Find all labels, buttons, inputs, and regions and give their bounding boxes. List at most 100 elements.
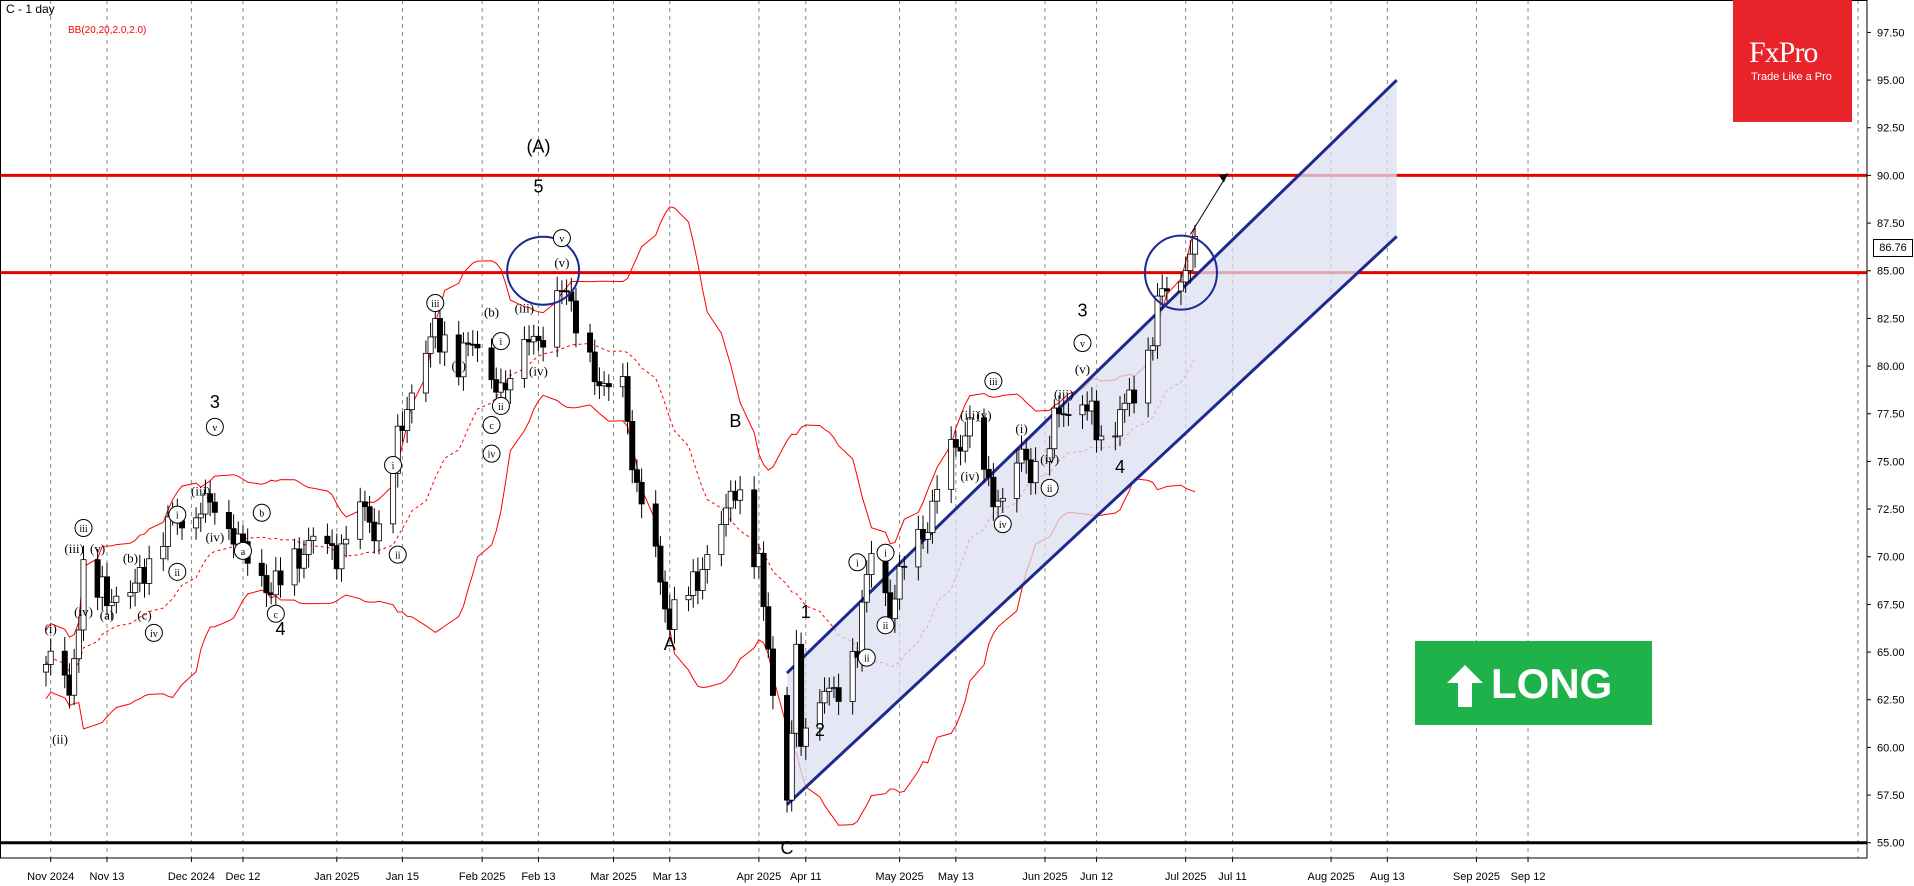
wave-label: (iii) xyxy=(191,484,211,499)
x-tick-label: Jun 2025 xyxy=(1022,871,1067,883)
candle-body xyxy=(1051,407,1058,450)
fxpro-logo: FxPro Trade Like a Pro xyxy=(1733,0,1852,122)
candle-body xyxy=(375,523,382,542)
x-tick-label: May 13 xyxy=(938,871,974,883)
x-tick-label: Jul 2025 xyxy=(1165,871,1207,883)
candle-body xyxy=(1046,448,1053,462)
wave-circle xyxy=(482,416,501,434)
upper-band xyxy=(45,206,1196,638)
wave-label: 4 xyxy=(1115,457,1125,477)
x-tick-label: Apr 11 xyxy=(790,871,822,883)
wave-label: iii xyxy=(989,377,998,388)
wave-label: ii xyxy=(883,621,889,632)
y-tick-label: 77.50 xyxy=(1877,409,1905,421)
candle-body xyxy=(277,570,284,586)
x-tick-label: Feb 2025 xyxy=(459,871,505,883)
wave-label: A xyxy=(664,634,676,654)
channel-lower-line xyxy=(785,235,1398,806)
candle-body xyxy=(197,513,204,519)
up-arrow-icon xyxy=(1447,665,1483,707)
candle-body xyxy=(160,546,167,560)
wave-label: (iii) xyxy=(515,301,535,316)
wave-circle xyxy=(552,229,571,248)
channel-fill xyxy=(787,80,1397,805)
wave-circle xyxy=(876,543,895,562)
peak-circle xyxy=(506,235,581,306)
wave-label: iv xyxy=(999,520,1007,531)
x-tick-label: Nov 13 xyxy=(90,871,125,883)
candle-body xyxy=(404,409,411,431)
last-price-box: 86.76 xyxy=(1873,239,1913,257)
candle-body xyxy=(474,343,481,349)
candle-body xyxy=(132,582,139,594)
brand-name: FxPro xyxy=(1749,36,1818,69)
x-tick-label: Feb 13 xyxy=(521,871,555,883)
wave-label: v xyxy=(212,423,217,434)
wave-label: 4 xyxy=(275,619,285,639)
candle-body xyxy=(990,476,997,508)
candle-body xyxy=(751,489,758,568)
candle-body xyxy=(685,594,692,601)
candle-body xyxy=(704,554,711,570)
candle-body xyxy=(300,554,307,569)
wave-label: 3 xyxy=(210,392,220,412)
x-tick-label: Jul 11 xyxy=(1218,871,1247,883)
candle-body xyxy=(999,498,1006,502)
wave-circle xyxy=(984,372,1003,391)
candle-body xyxy=(952,439,959,448)
candle-body xyxy=(540,340,547,348)
wave-circle xyxy=(491,332,510,351)
candle-body xyxy=(343,538,350,545)
candle-body xyxy=(465,342,472,345)
wave-label: (iii) xyxy=(1054,386,1074,401)
candle-body xyxy=(995,500,1002,508)
wave-label: 1 xyxy=(801,602,811,622)
wave-label: a xyxy=(241,547,246,558)
candle-body xyxy=(737,489,744,501)
y-tick-label: 60.00 xyxy=(1877,742,1905,754)
wave-circle xyxy=(1040,478,1059,497)
wave-label: i xyxy=(884,549,887,560)
wave-circle xyxy=(144,623,163,642)
y-tick-label: 57.50 xyxy=(1877,790,1905,802)
candle-body xyxy=(624,376,631,422)
candle-body xyxy=(202,493,209,515)
wave-label: (b) xyxy=(484,305,499,320)
y-tick-label: 75.00 xyxy=(1877,456,1905,468)
wave-circle xyxy=(876,616,895,635)
wave-label: (c) xyxy=(137,608,151,623)
wave-label: ii xyxy=(864,654,870,665)
wave-label: (iv) xyxy=(961,468,980,483)
candle-body xyxy=(211,501,218,513)
y-tick-label: 85.00 xyxy=(1877,266,1905,278)
ascending-channel xyxy=(785,79,1398,806)
candle-body xyxy=(1117,409,1124,437)
candle-body xyxy=(366,506,373,523)
candle-body xyxy=(460,342,467,378)
wave-label: ii xyxy=(395,551,401,562)
wave-circle xyxy=(491,396,510,415)
chart-title: C - 1 day xyxy=(6,2,55,16)
x-tick-label: Sep 12 xyxy=(1511,871,1546,883)
candle-body xyxy=(305,540,312,555)
annotations xyxy=(506,173,1229,311)
candle-body xyxy=(61,650,68,676)
wave-circle xyxy=(168,562,187,581)
wave-label: (v) xyxy=(1075,362,1090,377)
target-arrowhead xyxy=(1218,173,1228,183)
candle-body xyxy=(572,300,579,334)
wave-label: (iii) xyxy=(960,407,980,422)
candle-body xyxy=(788,732,795,801)
candle-body xyxy=(535,335,542,341)
candle-body xyxy=(652,503,659,547)
candle-body xyxy=(338,543,345,570)
wave-label: c xyxy=(489,421,494,432)
candle-body xyxy=(146,558,153,584)
target-arrow xyxy=(1189,173,1229,235)
candle-body xyxy=(394,425,401,474)
candle-body xyxy=(1093,400,1100,441)
wave-circle xyxy=(1073,334,1092,353)
wave-label: (iv) xyxy=(74,604,93,619)
x-tick-label: Jan 15 xyxy=(386,871,419,883)
